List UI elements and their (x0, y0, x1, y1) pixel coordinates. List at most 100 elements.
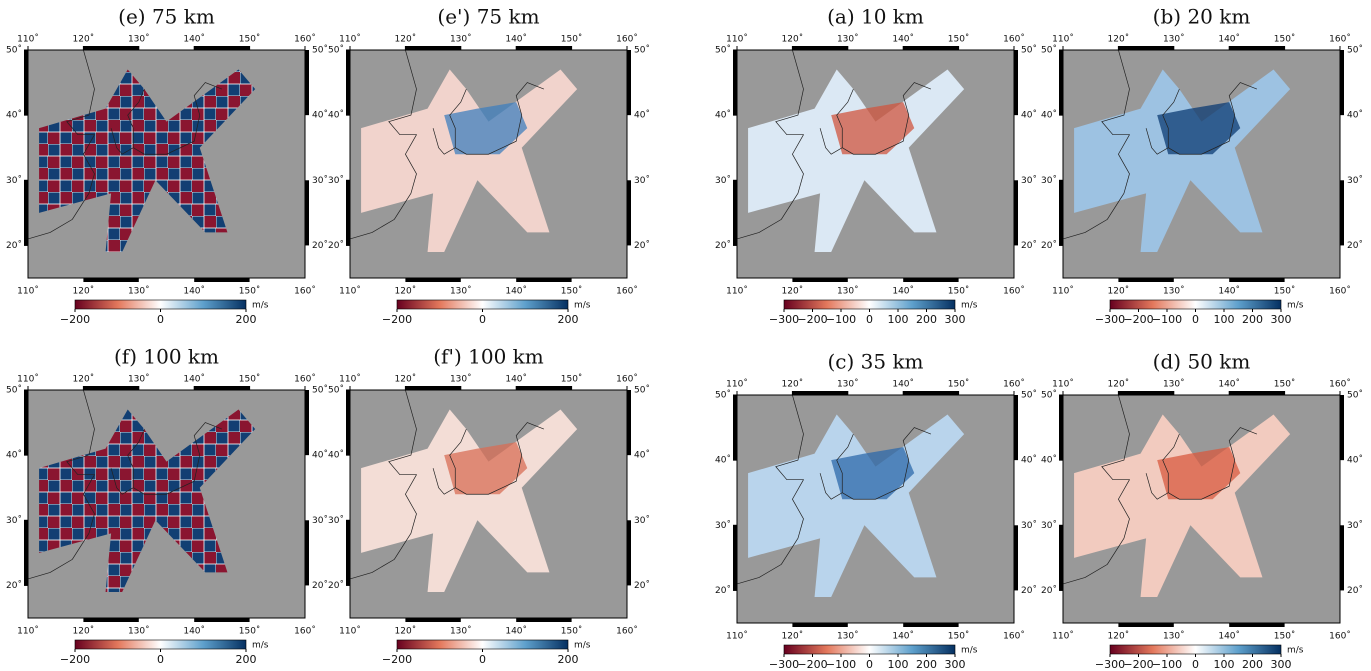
frame-bar (305, 180, 309, 246)
frame-bar (516, 46, 572, 50)
panel-title: (a) 10 km (827, 5, 924, 29)
lon-tick-label: 110˚ (1052, 34, 1074, 45)
lon-tick-label: 150˚ (239, 374, 261, 385)
map-panel: (c) 35 km 110˚ 110˚ 120˚ 120˚ 130˚ 130˚ 140˚ 140… (715, 350, 1037, 671)
map-frame (349, 49, 628, 279)
lon-tick-label: 140˚ (183, 286, 205, 297)
colorbar-tick-label: −100 (1152, 658, 1182, 671)
lat-tick-label: 50˚ (634, 45, 650, 56)
lon-tick-label: 110˚ (339, 626, 361, 637)
lon-tick-label: 160˚ (294, 626, 316, 637)
lat-tick-label: 20˚ (715, 585, 731, 596)
lon-tick-label: 140˚ (1218, 379, 1240, 390)
lon-tick-label: 130˚ (1163, 379, 1185, 390)
colorbar-tick-label: −200 (60, 653, 90, 666)
lon-tick-label: 120˚ (782, 286, 804, 297)
colorbar (1109, 299, 1282, 310)
coastline (1168, 427, 1258, 500)
frame-bar (83, 618, 139, 622)
lon-tick-label: 150˚ (948, 34, 970, 45)
lon-tick-label: 160˚ (616, 374, 638, 385)
coastline (736, 394, 805, 585)
lon-tick-label: 160˚ (294, 374, 316, 385)
frame-bar (903, 623, 959, 627)
lon-tick-label: 110˚ (726, 34, 748, 45)
lat-tick-label: 30˚ (1021, 520, 1037, 531)
frame-bar (627, 180, 631, 246)
coastline (842, 427, 932, 500)
frame-bar (1059, 180, 1063, 246)
colorbar-tick-label: −200 (382, 313, 412, 326)
frame-bar (83, 278, 139, 282)
colorbar-tick-label: 300 (945, 313, 966, 326)
coastline (455, 82, 545, 155)
lon-tick-label: 120˚ (73, 626, 95, 637)
map-panel: (e) 75 km 110˚ 110˚ 120˚ 120˚ 130˚ 130˚ 140˚ 140… (6, 5, 328, 327)
lat-tick-label: 20˚ (6, 240, 22, 251)
lat-tick-label: 20˚ (1021, 585, 1037, 596)
lat-tick-label: 30˚ (634, 515, 650, 526)
frame-bar (903, 46, 959, 50)
map-data-region (748, 414, 965, 597)
map-panel: (f') 100 km 110˚ 110˚ 120˚ 120˚ 130˚ 130˚ 140˚ 1… (328, 345, 650, 667)
colorbar-tick-label: 200 (236, 653, 257, 666)
frame-bar (903, 278, 959, 282)
lat-tick-label: 40˚ (312, 450, 328, 461)
colorbar-unit: m/s (961, 646, 978, 656)
lat-tick-label: 20˚ (328, 580, 344, 591)
frame-bar (516, 618, 572, 622)
map-panel: (e') 75 km 110˚ 110˚ 120˚ 120˚ 130˚ 130˚ 140˚ 14… (328, 5, 650, 327)
frame-bar (24, 50, 28, 116)
frame-bar (1340, 50, 1344, 116)
frame-bar (1229, 46, 1285, 50)
colorbar-tick-label: −200 (60, 313, 90, 326)
lon-tick-label: 110˚ (17, 34, 39, 45)
lat-tick-label: 40˚ (1041, 455, 1057, 466)
lat-tick-label: 30˚ (328, 175, 344, 186)
coastline (455, 422, 545, 495)
map-data-region (39, 409, 256, 592)
lon-tick-label: 130˚ (450, 626, 472, 637)
colorbar (396, 639, 569, 650)
colorbar (783, 644, 956, 655)
lon-tick-label: 160˚ (1003, 631, 1025, 642)
frame-bar (1059, 395, 1063, 461)
lon-tick-label: 110˚ (339, 34, 361, 45)
frame-bar (1229, 391, 1285, 395)
lon-tick-label: 120˚ (782, 631, 804, 642)
map-frame (27, 49, 306, 279)
lon-tick-label: 150˚ (561, 34, 583, 45)
coastline (349, 49, 418, 240)
frame-bar (733, 180, 737, 246)
coastline (819, 433, 854, 500)
lon-tick-label: 110˚ (726, 631, 748, 642)
map-data-region (1074, 69, 1291, 252)
lat-tick-label: 20˚ (6, 580, 22, 591)
lat-tick-label: 50˚ (6, 385, 22, 396)
lon-tick-label: 140˚ (1218, 34, 1240, 45)
colorbar-unit: m/s (574, 641, 591, 651)
frame-bar (1059, 525, 1063, 591)
colorbar-unit: m/s (252, 641, 269, 651)
colorbar-tick-label: −100 (826, 313, 856, 326)
lat-tick-label: 40˚ (715, 455, 731, 466)
coastline (110, 428, 145, 495)
lat-tick-label: 40˚ (715, 110, 731, 121)
lon-tick-label: 120˚ (73, 374, 95, 385)
colorbar-unit: m/s (961, 301, 978, 311)
map-frame (349, 389, 628, 619)
map-panel: (b) 20 km 110˚ 110˚ 120˚ 120˚ 130˚ 130˚ 140˚ 140… (1041, 5, 1363, 327)
coastline (432, 428, 467, 495)
lon-tick-label: 140˚ (183, 626, 205, 637)
frame-bar (1118, 46, 1174, 50)
coastline (1062, 394, 1131, 585)
lat-tick-label: 50˚ (1347, 390, 1363, 401)
colorbar-tick-label: 300 (945, 658, 966, 671)
colorbar-tick-label: −200 (797, 313, 827, 326)
lon-tick-label: 110˚ (726, 379, 748, 390)
map-data-region (39, 69, 256, 252)
lon-tick-label: 130˚ (837, 286, 859, 297)
lat-tick-label: 20˚ (1347, 240, 1363, 251)
lat-tick-label: 30˚ (1041, 520, 1057, 531)
frame-bar (627, 50, 631, 116)
